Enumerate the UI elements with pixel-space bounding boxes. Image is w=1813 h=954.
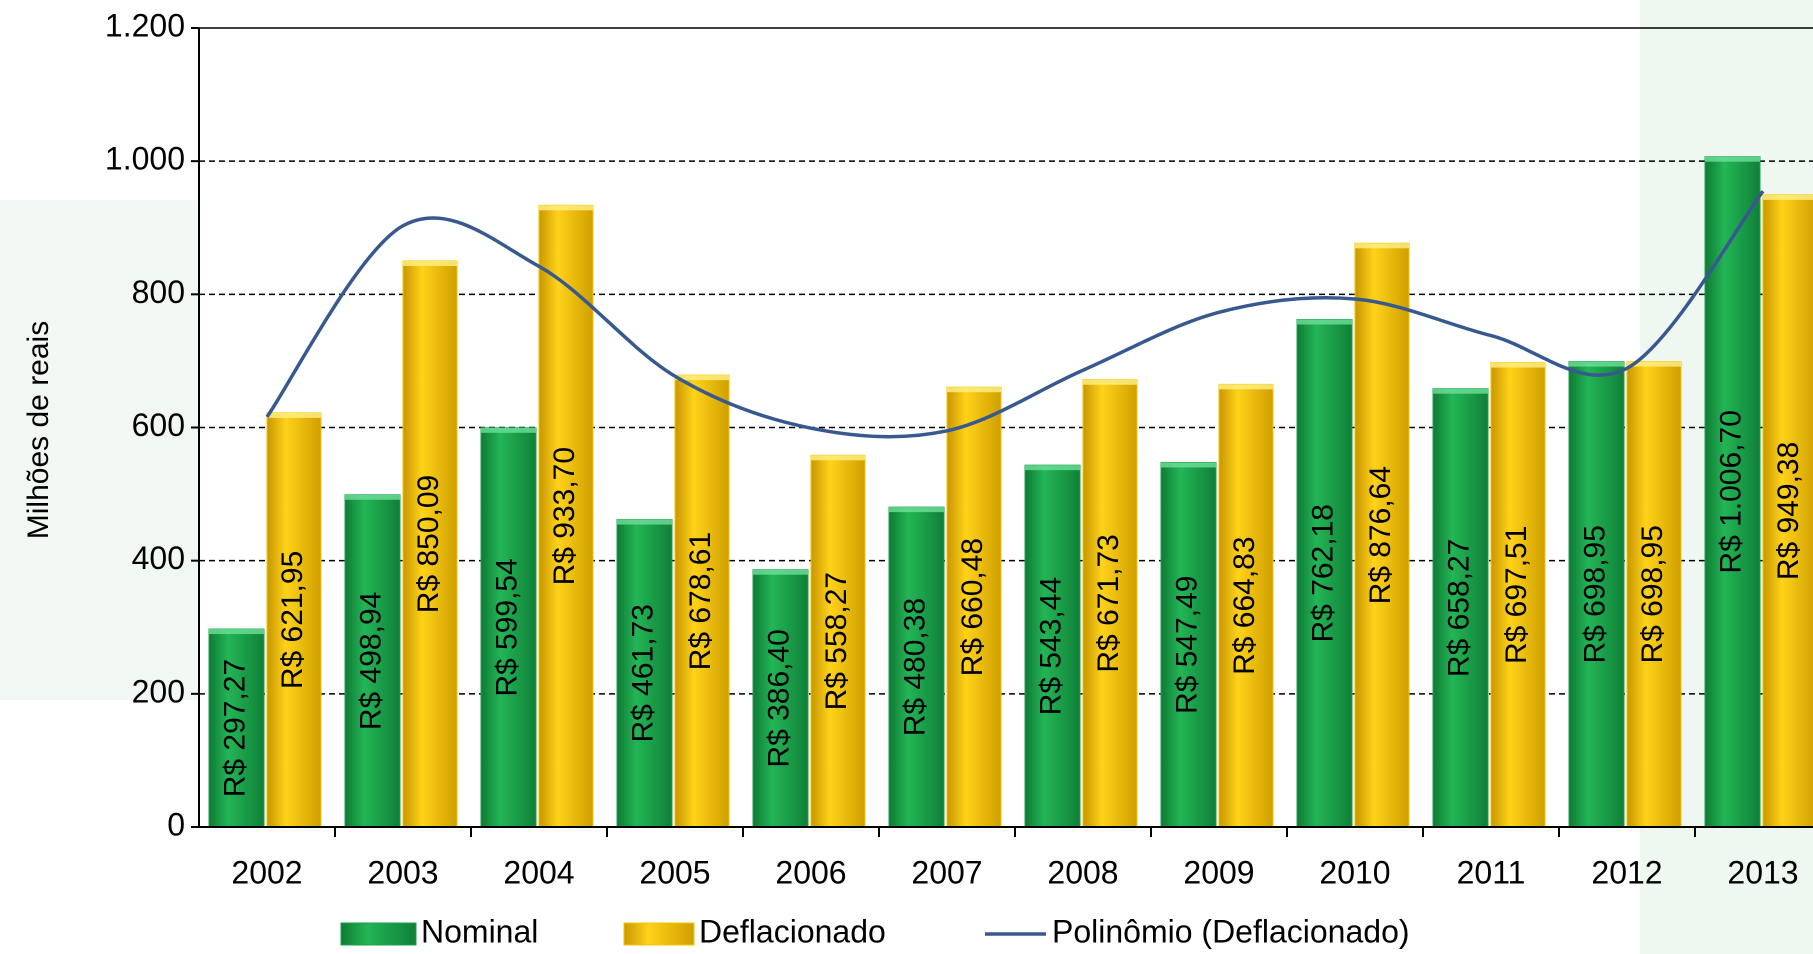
bar-cap — [1627, 361, 1681, 367]
x-tick-label: 2008 — [1047, 854, 1118, 890]
bar-cap — [539, 205, 593, 211]
legend-label: Polinômio (Deflacionado) — [1052, 913, 1410, 949]
data-label: R$ 543,44 — [1034, 577, 1067, 715]
data-label: R$ 461,73 — [626, 604, 659, 742]
bar-cap — [675, 375, 729, 381]
data-label: R$ 697,51 — [1500, 526, 1533, 664]
data-label: R$ 933,70 — [548, 447, 581, 585]
x-tick-label: 2004 — [503, 854, 574, 890]
bar — [946, 386, 1002, 828]
bar-cap — [345, 494, 400, 500]
watermark — [0, 200, 200, 700]
bar — [1490, 362, 1546, 828]
bar-cap — [1763, 194, 1813, 200]
x-tick-label: 2013 — [1727, 854, 1798, 890]
bar — [480, 427, 537, 828]
bar-cap — [1219, 384, 1273, 390]
data-label: R$ 678,61 — [684, 532, 717, 670]
y-tick-label: 1.000 — [105, 141, 185, 177]
x-tick-label: 2011 — [1457, 854, 1526, 890]
y-tick-label: 800 — [132, 274, 185, 310]
data-label: R$ 498,94 — [354, 592, 387, 730]
bar — [752, 569, 809, 828]
bar-cap — [1025, 465, 1080, 471]
bar — [1082, 379, 1138, 828]
bar-cap — [1083, 379, 1137, 385]
bar — [674, 374, 730, 828]
data-label: R$ 621,95 — [276, 551, 309, 689]
bar-cap — [617, 519, 672, 525]
legend-swatch — [623, 922, 695, 946]
bar — [1432, 388, 1489, 828]
data-label: R$ 480,38 — [898, 598, 931, 736]
bar-cap — [1161, 462, 1216, 468]
data-label: R$ 762,18 — [1306, 504, 1339, 642]
y-tick-label: 400 — [132, 540, 185, 576]
bar — [1296, 319, 1353, 828]
bar-cap — [947, 387, 1001, 393]
bar — [1626, 361, 1682, 828]
bar-cap — [1355, 243, 1409, 249]
bar — [344, 494, 401, 828]
bar-cap — [481, 427, 536, 433]
data-label: R$ 297,27 — [218, 659, 251, 797]
trend-line — [265, 190, 1765, 439]
bar — [810, 454, 866, 828]
y-axis-label: Milhões de reais — [22, 321, 55, 539]
data-label: R$ 949,38 — [1772, 442, 1805, 580]
bar-cap — [1297, 319, 1352, 325]
bar — [1160, 461, 1217, 828]
bar-cap — [1491, 362, 1545, 368]
data-label: R$ 658,27 — [1442, 539, 1475, 677]
data-label: R$ 660,48 — [956, 538, 989, 676]
x-tick-label: 2009 — [1183, 854, 1254, 890]
bar — [538, 204, 594, 828]
bar-cap — [753, 569, 808, 575]
bar-cap — [1705, 156, 1760, 162]
bar-cap — [267, 412, 321, 418]
x-tick-label: 2002 — [231, 854, 302, 890]
bar — [1218, 383, 1274, 828]
y-tick-label: 600 — [132, 407, 185, 443]
bar — [1762, 194, 1813, 828]
data-label: R$ 876,64 — [1364, 466, 1397, 604]
data-label: R$ 698,95 — [1578, 525, 1611, 663]
data-label: R$ 664,83 — [1228, 536, 1261, 674]
x-tick-label: 2003 — [367, 854, 438, 890]
bar-cap — [209, 629, 264, 635]
legend-label: Deflacionado — [699, 913, 886, 949]
data-label: R$ 386,40 — [762, 629, 795, 767]
bar-cap — [403, 260, 457, 266]
x-tick-label: 2010 — [1319, 854, 1390, 890]
bar — [616, 519, 673, 828]
data-label: R$ 698,95 — [1636, 525, 1669, 663]
data-label: R$ 599,54 — [490, 558, 523, 696]
y-tick-label: 1.200 — [105, 7, 185, 43]
x-tick-label: 2007 — [911, 854, 982, 890]
data-label: R$ 558,27 — [820, 572, 853, 710]
x-tick-label: 2005 — [639, 854, 710, 890]
x-tick-label: 2006 — [775, 854, 846, 890]
bar-cap — [889, 507, 944, 513]
legend-label: Nominal — [421, 913, 538, 949]
data-label: R$ 547,49 — [1170, 576, 1203, 714]
data-label: R$ 671,73 — [1092, 534, 1125, 672]
x-tick-label: 2012 — [1591, 854, 1662, 890]
bar — [402, 260, 458, 828]
bar-cap — [1569, 361, 1624, 367]
y-tick-label: 200 — [132, 673, 185, 709]
data-label: R$ 1.006,70 — [1714, 410, 1747, 573]
y-tick-label: 0 — [167, 806, 185, 842]
legend-swatch — [340, 922, 417, 946]
data-label: R$ 850,09 — [412, 475, 445, 613]
bar-cap — [1433, 388, 1488, 394]
bar — [888, 506, 945, 828]
bar-cap — [811, 455, 865, 461]
bar — [1354, 242, 1410, 828]
bar — [1024, 464, 1081, 828]
